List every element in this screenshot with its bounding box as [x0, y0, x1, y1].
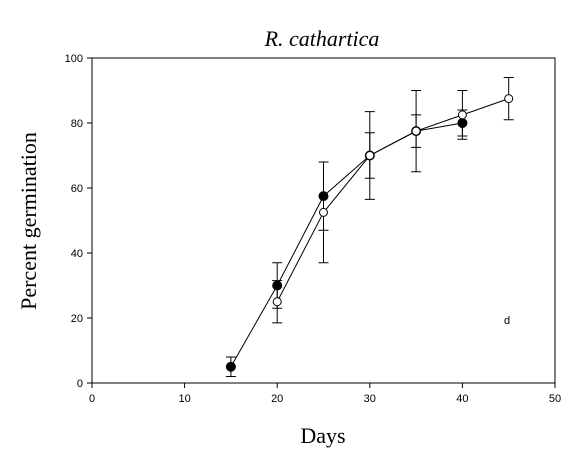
- series-1: [225, 109, 468, 377]
- y-tick-label: 80: [71, 118, 83, 130]
- chart-title: R. cathartica: [264, 26, 380, 51]
- y-tick-label: 0: [77, 378, 83, 390]
- annotation-label: d: [504, 315, 510, 327]
- plot-frame: [91, 57, 556, 384]
- y-tick-label: 20: [71, 313, 83, 325]
- x-tick-label: 10: [178, 393, 190, 405]
- series-line: [276, 98, 509, 302]
- x-tick-label: 50: [549, 393, 561, 405]
- y-tick-label: 60: [71, 183, 83, 195]
- y-tick-label: 100: [65, 53, 83, 65]
- data-point: [225, 361, 236, 372]
- data-point: [272, 297, 282, 307]
- y-axis: 0 20 40 60 80 100: [65, 53, 92, 390]
- x-tick-label: 30: [364, 393, 376, 405]
- data-point: [319, 207, 328, 217]
- data-point: [411, 126, 421, 136]
- y-tick-label: 40: [71, 248, 83, 260]
- x-axis-label: Days: [300, 423, 345, 448]
- series-2: [272, 77, 514, 324]
- x-tick-label: 0: [89, 393, 95, 405]
- series-layer: [225, 77, 514, 377]
- x-axis: 0 10 20 30 40 50: [89, 383, 561, 405]
- data-point: [504, 94, 514, 104]
- series-line: [230, 122, 463, 367]
- x-tick-label: 20: [271, 393, 283, 405]
- data-point: [365, 151, 375, 160]
- data-point: [457, 110, 467, 120]
- y-axis-label: Percent germination: [16, 132, 41, 310]
- x-tick-label: 40: [456, 393, 468, 405]
- plot-border: [91, 57, 556, 384]
